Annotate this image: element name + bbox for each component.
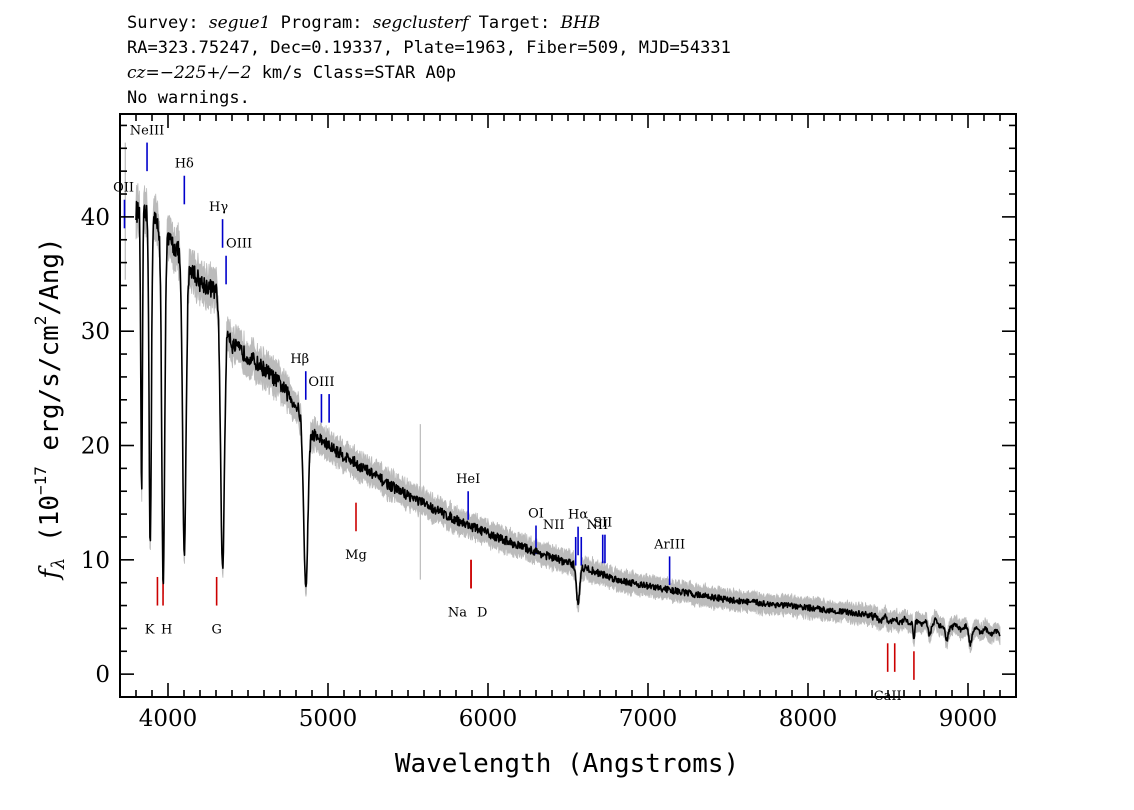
line-marker-label: SII [593, 516, 612, 531]
x-tick-label: 6000 [459, 706, 518, 732]
y-tick-label: 20 [81, 434, 110, 460]
greek-label: Hα [568, 508, 588, 523]
line-marker-label: NII [586, 518, 608, 533]
line-marker-label: NeIII [130, 124, 164, 139]
y-tick-label: 0 [95, 662, 110, 688]
header: Survey: segue1 Program: segclusterf Targ… [127, 13, 731, 108]
header-text-part: segue1 [209, 13, 271, 33]
line-marker-label: OIII [226, 237, 252, 252]
x-axis-label: Wavelength (Angstroms) [395, 749, 739, 779]
spectrum-layer [135, 200, 1001, 647]
line-markers: NeIIIOIIHδHγOIIIHβOIIIHeIOINIIHαNIISIIAr… [113, 124, 915, 704]
header-text-part: segclusterf [373, 13, 471, 33]
line-marker-label: Hβ [290, 352, 309, 367]
y-tick-label: 10 [81, 548, 110, 574]
line-marker-label: NII [543, 518, 565, 533]
line-marker-label: HeI [456, 472, 480, 487]
y-axis-label-part: erg/s/cm [35, 325, 65, 466]
header-line-coordinates: RA=323.75247, Dec=0.19337, Plate=1963, F… [127, 38, 731, 58]
x-tick-label: 7000 [619, 706, 678, 732]
x-tick-labels: 4000 5000 6000 7000 8000 9000 [139, 706, 998, 732]
greek-label: Hβ [290, 352, 309, 367]
x-tick-label: 4000 [139, 706, 198, 732]
line-marker-label: H [161, 623, 172, 638]
header-line-survey: Survey: segue1 Program: segclusterf Targ… [127, 13, 600, 33]
axis-ticks [119, 114, 1017, 698]
y-axis-label-part: λ [48, 558, 69, 570]
greek-label: Hγ [209, 200, 228, 215]
x-tick-label: 8000 [779, 706, 838, 732]
noise-band [124, 142, 1001, 654]
line-marker-label: G [211, 623, 221, 638]
line-marker-label: D [477, 605, 487, 620]
line-marker-label: Mg [345, 548, 367, 563]
header-line-warnings: No warnings. [127, 88, 250, 108]
header-text-part: Target: [468, 13, 560, 33]
header-text-part: cz=−225+/−2 [127, 63, 251, 83]
header-text-part: km/s Class=STAR A0p [251, 63, 456, 83]
line-marker-label: OII [113, 181, 134, 196]
y-tick-labels: 0 10 20 30 40 [81, 205, 110, 688]
line-marker-label: ArIII [653, 537, 685, 552]
line-marker-label: OIII [308, 375, 334, 390]
greek-label: Hδ [175, 157, 194, 172]
line-marker-label: Hγ [209, 200, 228, 215]
header-text-part: Survey: [127, 13, 209, 33]
line-marker-label: Na [448, 605, 467, 620]
line-marker-label: Hδ [175, 157, 194, 172]
line-marker-label: Hα [568, 508, 588, 523]
spectrum-series-line [135, 200, 1001, 647]
header-text-part: Program: [270, 13, 372, 33]
noise-band-area [135, 183, 1001, 654]
y-axis-label: fλ (10−17 erg/s/cm2/Ang) [31, 237, 69, 580]
header-line-redshift-class: cz=−225+/−2 km/s Class=STAR A0p [127, 63, 456, 83]
y-axis-label-part: (10 [35, 495, 65, 558]
line-marker-label: OI [528, 507, 544, 522]
line-marker-label: K [145, 623, 155, 638]
y-tick-label: 30 [81, 319, 110, 345]
y-axis-label-part: 2 [31, 316, 50, 326]
y-tick-label: 40 [81, 205, 110, 231]
x-tick-label: 9000 [939, 706, 998, 732]
y-axis-label-part: /Ang) [35, 237, 65, 315]
header-text-part: BHB [559, 13, 600, 33]
y-axis-label-part: −17 [31, 466, 50, 495]
x-tick-label: 5000 [299, 706, 358, 732]
